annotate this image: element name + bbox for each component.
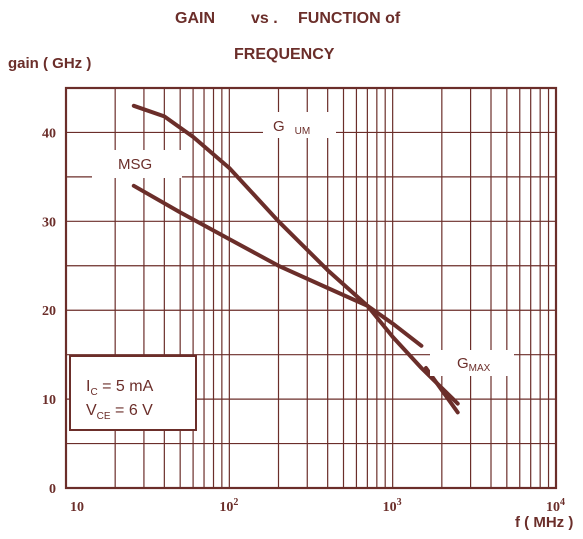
x-tick-label: 102 <box>219 497 238 515</box>
conditions-box <box>69 355 197 431</box>
x-tick-label: 10 <box>70 500 84 515</box>
x-tick-labels: 10 102 103 104 <box>70 497 565 515</box>
gmax-label-bg <box>430 350 514 376</box>
gum-label-bg <box>263 112 336 138</box>
gmax-series-label: GMAX <box>457 355 491 374</box>
title-vs: vs . <box>251 10 278 27</box>
msg-series-label: MSG <box>118 156 152 173</box>
msg-curve <box>131 183 424 348</box>
title-gain: GAIN <box>175 10 215 27</box>
x-axis-label: f ( MHz ) <box>515 514 573 531</box>
y-tick-label: 20 <box>42 304 56 319</box>
y-tick-labels: 0 10 20 30 40 <box>42 126 56 497</box>
plot-frame <box>64 86 558 490</box>
y-axis-label: gain ( GHz ) <box>8 55 91 72</box>
y-tick-label: 0 <box>49 482 56 497</box>
vce-condition: VCE = 6 V <box>86 402 153 422</box>
x-tick-label: 103 <box>383 497 402 515</box>
y-tick-label: 10 <box>42 393 56 408</box>
title-frequency: FREQUENCY <box>234 46 335 63</box>
x-tick-label: 104 <box>546 497 565 515</box>
ic-condition: IC = 5 mA <box>86 378 154 398</box>
gum-curve <box>131 103 460 406</box>
y-tick-label: 30 <box>42 215 56 230</box>
msg-label-bg <box>92 150 182 178</box>
gum-series-label: G UM <box>273 118 310 137</box>
y-tick-label: 40 <box>42 126 56 141</box>
title-function-of: FUNCTION of <box>298 10 401 27</box>
